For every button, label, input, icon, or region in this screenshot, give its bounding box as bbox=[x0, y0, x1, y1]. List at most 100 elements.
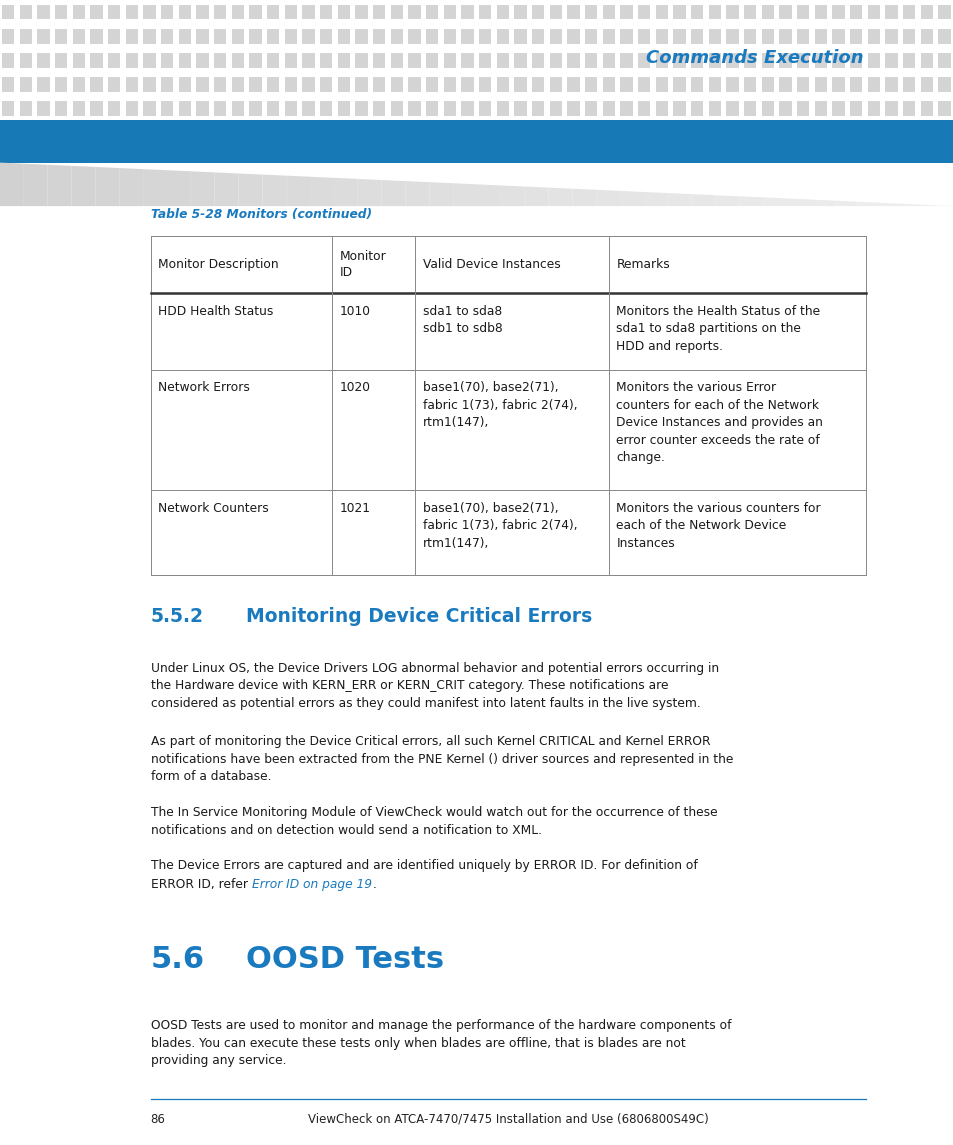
Bar bbox=[91, 101, 103, 116]
Bar bbox=[655, 77, 667, 92]
Bar bbox=[108, 77, 120, 92]
Bar bbox=[425, 5, 437, 19]
Bar bbox=[567, 29, 579, 44]
Bar bbox=[725, 5, 738, 19]
Bar bbox=[55, 5, 68, 19]
Text: ERROR ID, refer: ERROR ID, refer bbox=[151, 878, 252, 891]
Bar bbox=[143, 29, 155, 44]
Bar bbox=[584, 101, 597, 116]
Polygon shape bbox=[334, 177, 357, 206]
Bar bbox=[143, 5, 155, 19]
Bar bbox=[108, 53, 120, 68]
Bar bbox=[831, 53, 843, 68]
Bar bbox=[690, 77, 702, 92]
Bar bbox=[866, 53, 879, 68]
Bar bbox=[213, 5, 226, 19]
Bar bbox=[390, 29, 402, 44]
Bar bbox=[866, 77, 879, 92]
Bar bbox=[514, 29, 526, 44]
Text: Commands Execution: Commands Execution bbox=[645, 49, 862, 66]
Bar bbox=[443, 53, 456, 68]
Bar bbox=[866, 5, 879, 19]
Bar bbox=[126, 53, 138, 68]
Bar bbox=[2, 101, 14, 116]
Bar bbox=[302, 53, 314, 68]
Bar bbox=[937, 101, 949, 116]
Bar bbox=[91, 29, 103, 44]
Bar bbox=[673, 29, 685, 44]
Bar bbox=[743, 5, 756, 19]
Polygon shape bbox=[71, 166, 95, 206]
Polygon shape bbox=[619, 191, 643, 206]
Bar bbox=[408, 53, 420, 68]
Bar bbox=[2, 29, 14, 44]
Bar bbox=[267, 101, 279, 116]
Bar bbox=[708, 53, 720, 68]
Bar bbox=[126, 29, 138, 44]
Text: HDD Health Status: HDD Health Status bbox=[158, 305, 274, 317]
Bar bbox=[72, 29, 85, 44]
Polygon shape bbox=[167, 171, 191, 206]
Bar bbox=[779, 77, 791, 92]
Bar bbox=[567, 5, 579, 19]
Bar bbox=[532, 5, 544, 19]
Bar bbox=[937, 5, 949, 19]
Bar bbox=[760, 77, 773, 92]
Bar bbox=[920, 29, 932, 44]
Bar bbox=[390, 5, 402, 19]
Bar bbox=[284, 29, 296, 44]
Bar bbox=[425, 29, 437, 44]
Bar bbox=[390, 101, 402, 116]
Bar bbox=[302, 29, 314, 44]
Bar bbox=[178, 101, 191, 116]
Bar bbox=[425, 101, 437, 116]
Bar bbox=[20, 101, 32, 116]
Bar bbox=[497, 29, 509, 44]
Bar bbox=[460, 77, 473, 92]
Bar bbox=[760, 53, 773, 68]
Text: Network Errors: Network Errors bbox=[158, 381, 250, 394]
Bar bbox=[602, 77, 615, 92]
Text: Monitoring Device Critical Errors: Monitoring Device Critical Errors bbox=[246, 607, 592, 626]
Bar bbox=[2, 53, 14, 68]
Bar bbox=[267, 29, 279, 44]
Bar bbox=[108, 101, 120, 116]
Bar bbox=[178, 5, 191, 19]
Bar bbox=[91, 77, 103, 92]
Bar bbox=[143, 77, 155, 92]
Bar bbox=[814, 101, 826, 116]
Bar bbox=[337, 101, 350, 116]
Bar bbox=[443, 5, 456, 19]
Bar bbox=[408, 5, 420, 19]
Bar bbox=[796, 53, 808, 68]
Bar bbox=[373, 5, 385, 19]
Text: 1020: 1020 bbox=[339, 381, 370, 394]
Bar bbox=[831, 5, 843, 19]
Polygon shape bbox=[262, 174, 286, 206]
Bar bbox=[937, 29, 949, 44]
Text: Error ID on page 19: Error ID on page 19 bbox=[253, 878, 372, 891]
Bar bbox=[673, 5, 685, 19]
Bar bbox=[232, 101, 244, 116]
Text: .: . bbox=[373, 878, 376, 891]
Bar bbox=[884, 29, 897, 44]
Bar bbox=[232, 53, 244, 68]
Polygon shape bbox=[238, 173, 262, 206]
Bar bbox=[161, 77, 173, 92]
Text: 5.5.2: 5.5.2 bbox=[151, 607, 204, 626]
Bar bbox=[196, 101, 209, 116]
Polygon shape bbox=[667, 194, 691, 206]
Text: ViewCheck on ATCA-7470/7475 Installation and Use (6806800S49C): ViewCheck on ATCA-7470/7475 Installation… bbox=[308, 1113, 708, 1126]
Text: Table 5-28 Monitors (continued): Table 5-28 Monitors (continued) bbox=[151, 208, 372, 221]
Bar bbox=[532, 29, 544, 44]
Bar bbox=[267, 5, 279, 19]
Bar bbox=[532, 77, 544, 92]
Text: Monitors the various counters for
each of the Network Device
Instances: Monitors the various counters for each o… bbox=[616, 502, 820, 550]
Bar bbox=[108, 5, 120, 19]
Bar bbox=[514, 5, 526, 19]
Bar bbox=[143, 53, 155, 68]
Bar bbox=[478, 5, 491, 19]
Bar bbox=[408, 29, 420, 44]
Text: As part of monitoring the Device Critical errors, all such Kernel CRITICAL and K: As part of monitoring the Device Critica… bbox=[151, 735, 732, 783]
Bar bbox=[655, 29, 667, 44]
